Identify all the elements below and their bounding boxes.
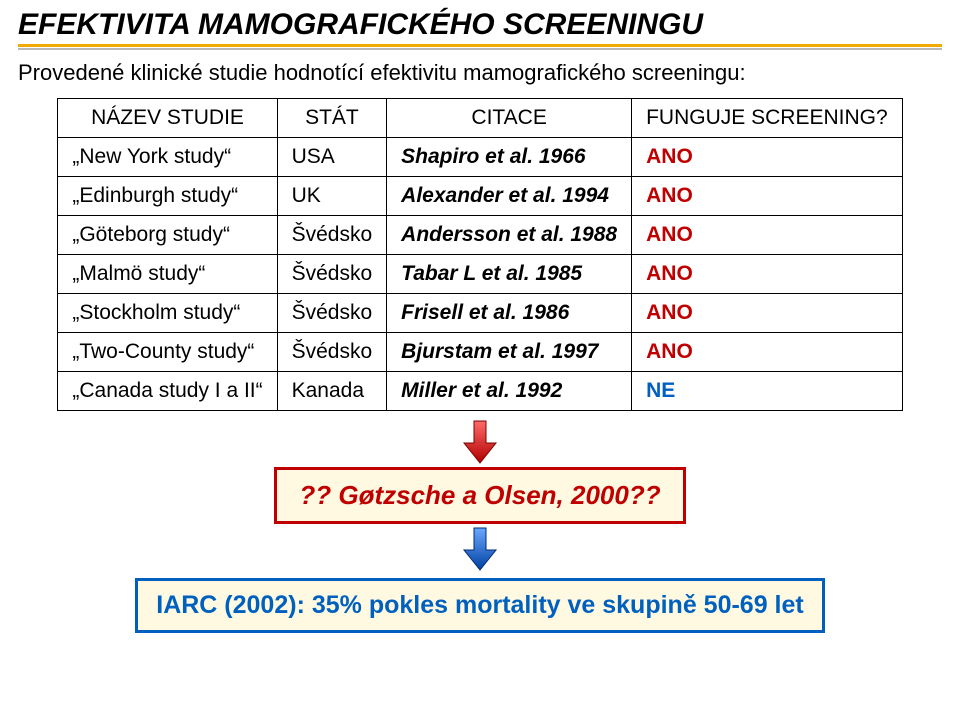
table-row: „Malmö study“ŠvédskoTabar L et al. 1985A… bbox=[58, 255, 902, 294]
col-country: STÁT bbox=[277, 99, 387, 138]
table-row: „Canada study I a II“KanadaMiller et al.… bbox=[58, 372, 902, 411]
table-row: „New York study“USAShapiro et al. 1966AN… bbox=[58, 138, 902, 177]
cell-country: USA bbox=[277, 138, 387, 177]
cell-citation: Frisell et al. 1986 bbox=[387, 294, 632, 333]
cell-name: „Malmö study“ bbox=[58, 255, 277, 294]
col-name: NÁZEV STUDIE bbox=[58, 99, 277, 138]
cell-citation: Alexander et al. 1994 bbox=[387, 177, 632, 216]
cell-country: Kanada bbox=[277, 372, 387, 411]
cell-result: ANO bbox=[632, 255, 903, 294]
col-citation: CITACE bbox=[387, 99, 632, 138]
table-row: „Two-County study“ŠvédskoBjurstam et al.… bbox=[58, 333, 902, 372]
table-row: „Edinburgh study“UKAlexander et al. 1994… bbox=[58, 177, 902, 216]
rule-gold bbox=[18, 44, 942, 47]
table-header-row: NÁZEV STUDIE STÁT CITACE FUNGUJE SCREENI… bbox=[58, 99, 902, 138]
callout-red: ?? Gøtzsche a Olsen, 2000?? bbox=[274, 467, 685, 524]
subtitle: Provedené klinické studie hodnotící efek… bbox=[18, 60, 942, 86]
callout-blue: IARC (2002): 35% pokles mortality ve sku… bbox=[135, 578, 824, 633]
cell-result: ANO bbox=[632, 294, 903, 333]
cell-citation: Tabar L et al. 1985 bbox=[387, 255, 632, 294]
table-row: „Stockholm study“ŠvédskoFrisell et al. 1… bbox=[58, 294, 902, 333]
arrow-down-blue-icon bbox=[460, 526, 500, 572]
cell-name: „Stockholm study“ bbox=[58, 294, 277, 333]
cell-result: ANO bbox=[632, 333, 903, 372]
cell-result: NE bbox=[632, 372, 903, 411]
cell-citation: Andersson et al. 1988 bbox=[387, 216, 632, 255]
table-row: „Göteborg study“ŠvédskoAndersson et al. … bbox=[58, 216, 902, 255]
cell-citation: Shapiro et al. 1966 bbox=[387, 138, 632, 177]
cell-country: Švédsko bbox=[277, 216, 387, 255]
cell-name: „Edinburgh study“ bbox=[58, 177, 277, 216]
cell-citation: Bjurstam et al. 1997 bbox=[387, 333, 632, 372]
cell-result: ANO bbox=[632, 138, 903, 177]
cell-name: „New York study“ bbox=[58, 138, 277, 177]
cell-result: ANO bbox=[632, 177, 903, 216]
cell-country: Švédsko bbox=[277, 333, 387, 372]
cell-name: „Canada study I a II“ bbox=[58, 372, 277, 411]
cell-name: „Two-County study“ bbox=[58, 333, 277, 372]
rule-grey bbox=[18, 48, 942, 50]
cell-country: UK bbox=[277, 177, 387, 216]
studies-table: NÁZEV STUDIE STÁT CITACE FUNGUJE SCREENI… bbox=[57, 98, 902, 411]
arrow-down-red-icon bbox=[460, 419, 500, 465]
page-title: EFEKTIVITA MAMOGRAFICKÉHO SCREENINGU bbox=[18, 8, 942, 42]
col-works: FUNGUJE SCREENING? bbox=[632, 99, 903, 138]
cell-country: Švédsko bbox=[277, 255, 387, 294]
cell-result: ANO bbox=[632, 216, 903, 255]
cell-citation: Miller et al. 1992 bbox=[387, 372, 632, 411]
cell-country: Švédsko bbox=[277, 294, 387, 333]
cell-name: „Göteborg study“ bbox=[58, 216, 277, 255]
